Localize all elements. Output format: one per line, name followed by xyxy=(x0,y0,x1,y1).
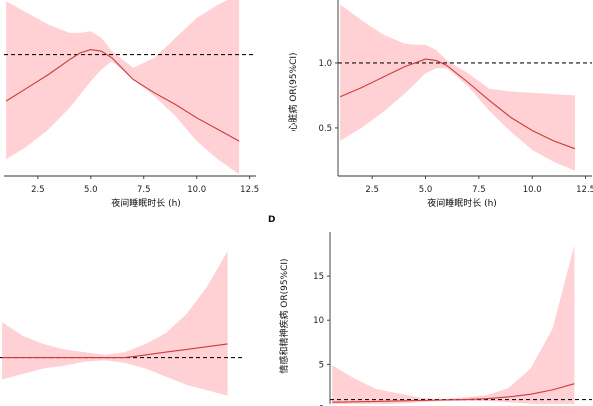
panel-letter-d: D xyxy=(268,215,275,225)
y-tick-label: 5 xyxy=(319,360,324,370)
panel-d: 0 5 10 15 情感和精神疾病 OR(95%CI) xyxy=(278,232,592,406)
x-tick-label: 7.5 xyxy=(472,185,486,195)
x-tick-label: 2.5 xyxy=(365,185,379,195)
x-tick-label: 5.0 xyxy=(84,185,98,195)
y-tick-label: 15 xyxy=(313,272,324,282)
y-axis-label-b: 心脏病 OR(95%CI) xyxy=(287,52,299,131)
x-axis-label-b: 夜间睡眠时长 (h) xyxy=(427,197,497,209)
x-tick-label: 10.0 xyxy=(523,185,542,195)
panel-c xyxy=(0,251,244,396)
ci-band-b xyxy=(340,4,575,171)
x-tick-label: 5.0 xyxy=(419,185,433,195)
x-tick-label: 2.5 xyxy=(31,185,45,195)
or-curve-c xyxy=(2,343,228,359)
ci-band-a xyxy=(6,0,240,175)
panel-b: 2.5 5.0 7.5 10.0 12.5 0.5 1.0 夜间睡眠时长 (h) 心脏病 OR(… xyxy=(287,0,593,209)
y-tick-label: 10 xyxy=(313,316,324,326)
x-tick-label: 7.5 xyxy=(137,185,151,195)
y-tick-label: 0 xyxy=(319,404,324,406)
x-tick-label: 12.5 xyxy=(576,185,593,195)
x-tick-label: 12.5 xyxy=(240,185,259,195)
y-tick-label: 0.5 xyxy=(318,124,332,134)
or-curve-b xyxy=(339,58,576,150)
or-curve-a xyxy=(5,49,240,142)
or-curve-d xyxy=(332,383,575,403)
y-tick-label: 1.0 xyxy=(318,59,332,69)
x-axis-label-a: 夜间睡眠时长 (h) xyxy=(111,197,181,209)
x-tick-label: 10.0 xyxy=(187,185,206,195)
ci-band-c xyxy=(2,251,228,396)
y-axis-label-d: 情感和精神疾病 OR(95%CI) xyxy=(278,258,290,373)
panel-a: 2.5 5.0 7.5 10.0 12.5 夜间睡眠时长 (h) xyxy=(4,0,259,209)
ci-band-d xyxy=(332,245,575,404)
